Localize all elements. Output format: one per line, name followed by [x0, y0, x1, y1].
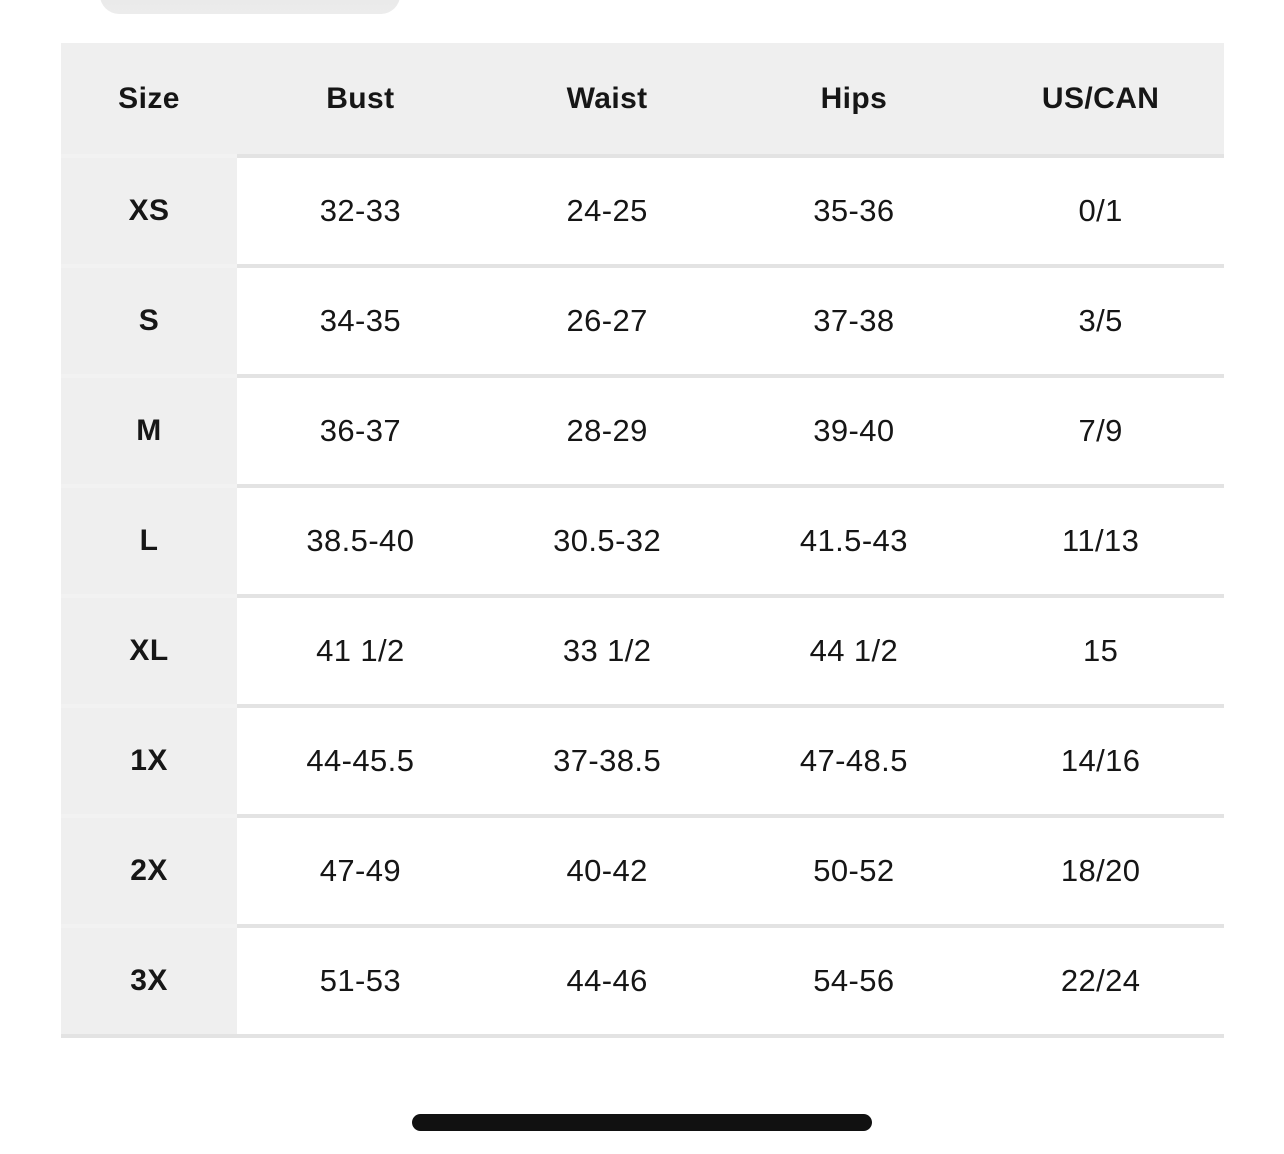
- size-cell: L: [61, 488, 237, 594]
- us-can-cell: 11/13: [1061, 523, 1140, 558]
- waist-cell: 37-38.5: [553, 743, 662, 778]
- sheet-handle-remnant: [100, 0, 400, 14]
- hips-cell: 35-36: [813, 193, 895, 228]
- row-divider: [61, 264, 1224, 268]
- table-row: L 38.5-40 30.5-32 41.5-43 11/13: [61, 488, 1224, 594]
- row-divider: [61, 154, 1224, 158]
- table-row: 2X 47-49 40-42 50-52 18/20: [61, 818, 1224, 924]
- hips-cell: 41.5-43: [799, 523, 908, 558]
- hips-cell: 54-56: [813, 963, 895, 998]
- waist-cell: 24-25: [566, 193, 648, 228]
- bust-cell: 41 1/2: [316, 633, 405, 668]
- table-row: 3X 51-53 44-46 54-56 22/24: [61, 928, 1224, 1034]
- us-can-cell: 18/20: [1060, 853, 1141, 888]
- table-header-row: Size Bust Waist Hips US/CAN: [61, 43, 1224, 154]
- row-divider: [61, 374, 1224, 378]
- table-row: XS 32-33 24-25 35-36 0/1: [61, 158, 1224, 264]
- us-can-cell: 15: [1082, 633, 1119, 668]
- hips-cell: 47-48.5: [799, 743, 908, 778]
- column-header-hips: Hips: [820, 81, 888, 115]
- size-cell: 2X: [61, 818, 237, 924]
- row-divider: [61, 814, 1224, 818]
- size-cell: 1X: [61, 708, 237, 814]
- table-row: M 36-37 28-29 39-40 7/9: [61, 378, 1224, 484]
- bust-cell: 44-45.5: [306, 743, 415, 778]
- us-can-cell: 0/1: [1078, 193, 1123, 228]
- us-can-cell: 14/16: [1060, 743, 1141, 778]
- bust-cell: 36-37: [319, 413, 402, 448]
- hips-cell: 37-38: [813, 303, 895, 338]
- waist-cell: 28-29: [566, 413, 648, 448]
- row-divider: [61, 704, 1224, 708]
- table-row: 1X 44-45.5 37-38.5 47-48.5 14/16: [61, 708, 1224, 814]
- us-can-cell: 7/9: [1078, 413, 1123, 448]
- bust-cell: 32-33: [319, 193, 402, 228]
- size-cell: XS: [61, 158, 237, 264]
- size-chart-table: Size Bust Waist Hips US/CAN XS 32-33 24-…: [61, 43, 1224, 1038]
- size-cell: XL: [61, 598, 237, 704]
- bust-cell: 38.5-40: [306, 523, 415, 558]
- column-header-bust: Bust: [326, 81, 395, 115]
- column-header-waist: Waist: [566, 81, 648, 115]
- home-indicator[interactable]: [412, 1114, 872, 1131]
- hips-cell: 44 1/2: [809, 633, 899, 668]
- hips-cell: 39-40: [813, 413, 895, 448]
- row-divider: [61, 924, 1224, 928]
- size-cell: 3X: [61, 928, 237, 1034]
- table-row: XL 41 1/2 33 1/2 44 1/2 15: [61, 598, 1224, 704]
- waist-cell: 40-42: [566, 853, 648, 888]
- column-header-us-can: US/CAN: [1041, 81, 1160, 115]
- size-cell: M: [61, 378, 237, 484]
- table-body: XS 32-33 24-25 35-36 0/1 S 34-35 26-27 3…: [61, 154, 1224, 1034]
- size-cell: S: [61, 268, 237, 374]
- row-divider: [61, 484, 1224, 488]
- table-row: S 34-35 26-27 37-38 3/5: [61, 268, 1224, 374]
- hips-cell: 50-52: [813, 853, 895, 888]
- waist-cell: 33 1/2: [562, 633, 652, 668]
- column-header-size: Size: [61, 43, 237, 154]
- bust-cell: 51-53: [319, 963, 402, 998]
- waist-cell: 44-46: [566, 963, 648, 998]
- row-divider: [61, 594, 1224, 598]
- us-can-cell: 22/24: [1060, 963, 1141, 998]
- bust-cell: 47-49: [319, 853, 402, 888]
- bust-cell: 34-35: [319, 303, 402, 338]
- waist-cell: 30.5-32: [553, 523, 662, 558]
- waist-cell: 26-27: [566, 303, 648, 338]
- us-can-cell: 3/5: [1078, 303, 1123, 338]
